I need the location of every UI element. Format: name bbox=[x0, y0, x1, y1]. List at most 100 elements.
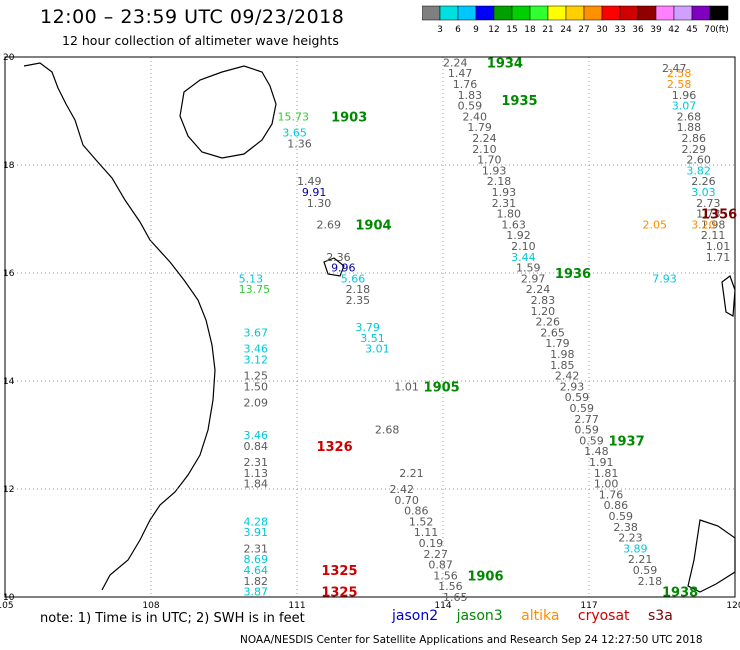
wave-height-value: 8.69 bbox=[243, 553, 268, 566]
pass-time-label: 1325 bbox=[321, 586, 357, 601]
lat-label: 16 bbox=[3, 269, 15, 279]
wave-height-value: 2.73 bbox=[696, 197, 721, 210]
pass-time-label: 1938 bbox=[662, 586, 698, 601]
wave-height-value: 0.87 bbox=[428, 559, 453, 572]
wave-height-value: 3.46 bbox=[243, 343, 268, 356]
colorbar-tick: 27 bbox=[578, 25, 589, 35]
wave-height-value: 3.44 bbox=[511, 251, 535, 264]
wave-height-value: 1.96 bbox=[672, 89, 697, 102]
wave-height-value: 2.77 bbox=[574, 413, 599, 426]
wave-height-value: 1.25 bbox=[243, 370, 268, 383]
wave-height-value: 1.13 bbox=[243, 467, 268, 480]
colorbar-tick: 42 bbox=[668, 25, 679, 35]
wave-height-value: 13.75 bbox=[239, 283, 271, 296]
wave-height-value: 1.56 bbox=[438, 580, 463, 593]
pass-time-label: 1906 bbox=[467, 569, 503, 584]
colorbar-swatch bbox=[601, 5, 621, 21]
legend-s3a: s3a bbox=[648, 608, 673, 624]
colorbar-tick: 9 bbox=[473, 25, 479, 35]
colorbar-swatch bbox=[637, 5, 657, 21]
wave-height-value: 2.47 bbox=[662, 62, 687, 75]
colorbar-unit: (ft) bbox=[715, 25, 729, 35]
colorbar-swatch bbox=[511, 5, 531, 21]
wave-height-value: 0.59 bbox=[574, 424, 599, 437]
wave-height-value: 1.59 bbox=[516, 262, 541, 275]
paracel-island bbox=[323, 257, 345, 277]
wave-height-value: 1.36 bbox=[287, 137, 312, 150]
wave-height-value: 3.65 bbox=[282, 127, 307, 140]
wave-height-value: 1.01 bbox=[394, 380, 419, 393]
wave-height-value: 1.63 bbox=[501, 218, 526, 231]
wave-height-value: 2.18 bbox=[346, 283, 371, 296]
wave-height-value: 0.84 bbox=[243, 440, 268, 453]
wave-height-value: 1.84 bbox=[243, 478, 268, 491]
colorbar-tick: 70 bbox=[704, 25, 716, 35]
wave-height-value: 1.81 bbox=[594, 467, 619, 480]
wave-height-value: 2.68 bbox=[375, 424, 400, 437]
lat-label: 18 bbox=[3, 161, 15, 171]
credit-line: NOAA/NESDIS Center for Satellite Applica… bbox=[240, 634, 703, 646]
pass-time-label: 1905 bbox=[424, 380, 460, 395]
wave-height-value: 1.92 bbox=[506, 229, 531, 242]
lon-label: 114 bbox=[434, 601, 451, 611]
wave-height-value: 1.30 bbox=[307, 197, 332, 210]
wave-height-value: 2.36 bbox=[326, 251, 351, 264]
wave-height-value: 5.13 bbox=[239, 272, 264, 285]
wave-height-value: 3.20 bbox=[691, 218, 716, 231]
wave-height-value: 1.93 bbox=[482, 164, 507, 177]
wave-height-value: 2.21 bbox=[399, 467, 424, 480]
wave-height-value: 2.38 bbox=[613, 521, 638, 534]
wave-height-value: 0.86 bbox=[404, 505, 429, 518]
wave-height-value: 7.93 bbox=[652, 272, 677, 285]
wave-height-value: 2.29 bbox=[681, 143, 706, 156]
wave-height-value: 2.21 bbox=[628, 553, 653, 566]
legend-cryosat: cryosat bbox=[577, 608, 630, 624]
colorbar-tick: 36 bbox=[632, 25, 644, 35]
pass-time-label: 1936 bbox=[555, 267, 591, 282]
wave-height-value: 1.73 bbox=[696, 208, 721, 221]
colorbar-swatch bbox=[583, 5, 603, 21]
lat-label: 14 bbox=[3, 377, 15, 387]
wave-height-value: 0.59 bbox=[608, 510, 633, 523]
wave-height-value: 1.11 bbox=[414, 526, 439, 539]
wave-height-value: 0.86 bbox=[604, 499, 629, 512]
pass-time-label: 1934 bbox=[487, 56, 523, 71]
wave-height-value: 1.56 bbox=[433, 569, 458, 582]
wave-height-value: 1.93 bbox=[492, 186, 516, 199]
satellite-legend: jason2 jason3 altika cryosat s3a bbox=[392, 608, 687, 624]
legend-jason3: jason3 bbox=[456, 608, 503, 624]
wave-height-value: 1.50 bbox=[243, 380, 268, 393]
pass-time-label: 1937 bbox=[608, 434, 644, 449]
wave-height-value: 2.65 bbox=[540, 326, 565, 339]
colorbar-swatch bbox=[709, 5, 729, 21]
wave-height-value: 1.80 bbox=[497, 208, 522, 221]
wave-height-value: 0.59 bbox=[579, 434, 604, 447]
wave-height-value: 2.31 bbox=[492, 197, 516, 210]
pass-time-label: 1356 bbox=[701, 208, 737, 223]
palawan-island bbox=[687, 519, 736, 593]
wave-height-value: 1.88 bbox=[677, 121, 702, 134]
wave-height-value: 1.91 bbox=[589, 456, 614, 469]
lat-label: 20 bbox=[3, 53, 15, 63]
wave-height-value: 1.76 bbox=[599, 488, 624, 501]
footer-note: note: 1) Time is in UTC; 2) SWH is in fe… bbox=[40, 611, 305, 626]
wave-height-value: 4.28 bbox=[243, 515, 268, 528]
wave-height-value: 2.24 bbox=[472, 132, 497, 145]
legend-altika: altika bbox=[521, 608, 560, 624]
wave-height-value: 2.58 bbox=[667, 67, 692, 80]
vietnam-coastline bbox=[23, 62, 216, 591]
colorbar-swatch bbox=[565, 5, 585, 21]
wave-height-value: 3.01 bbox=[365, 343, 390, 356]
wave-height-value: 1.98 bbox=[701, 218, 726, 231]
colorbar-swatch bbox=[493, 5, 513, 21]
colorbar-tick: 6 bbox=[455, 25, 461, 35]
wave-height-value: 5.66 bbox=[341, 272, 366, 285]
wave-height-value: 1.47 bbox=[448, 67, 473, 80]
grid-lines bbox=[5, 57, 735, 597]
wave-height-value: 2.69 bbox=[316, 218, 341, 231]
colorbar-tick: 33 bbox=[614, 25, 625, 35]
wave-height-value: 1.65 bbox=[443, 591, 468, 604]
wave-height-value: 2.18 bbox=[638, 575, 663, 588]
colorbar-tick: 30 bbox=[596, 25, 608, 35]
lat-label: 10 bbox=[3, 593, 15, 603]
